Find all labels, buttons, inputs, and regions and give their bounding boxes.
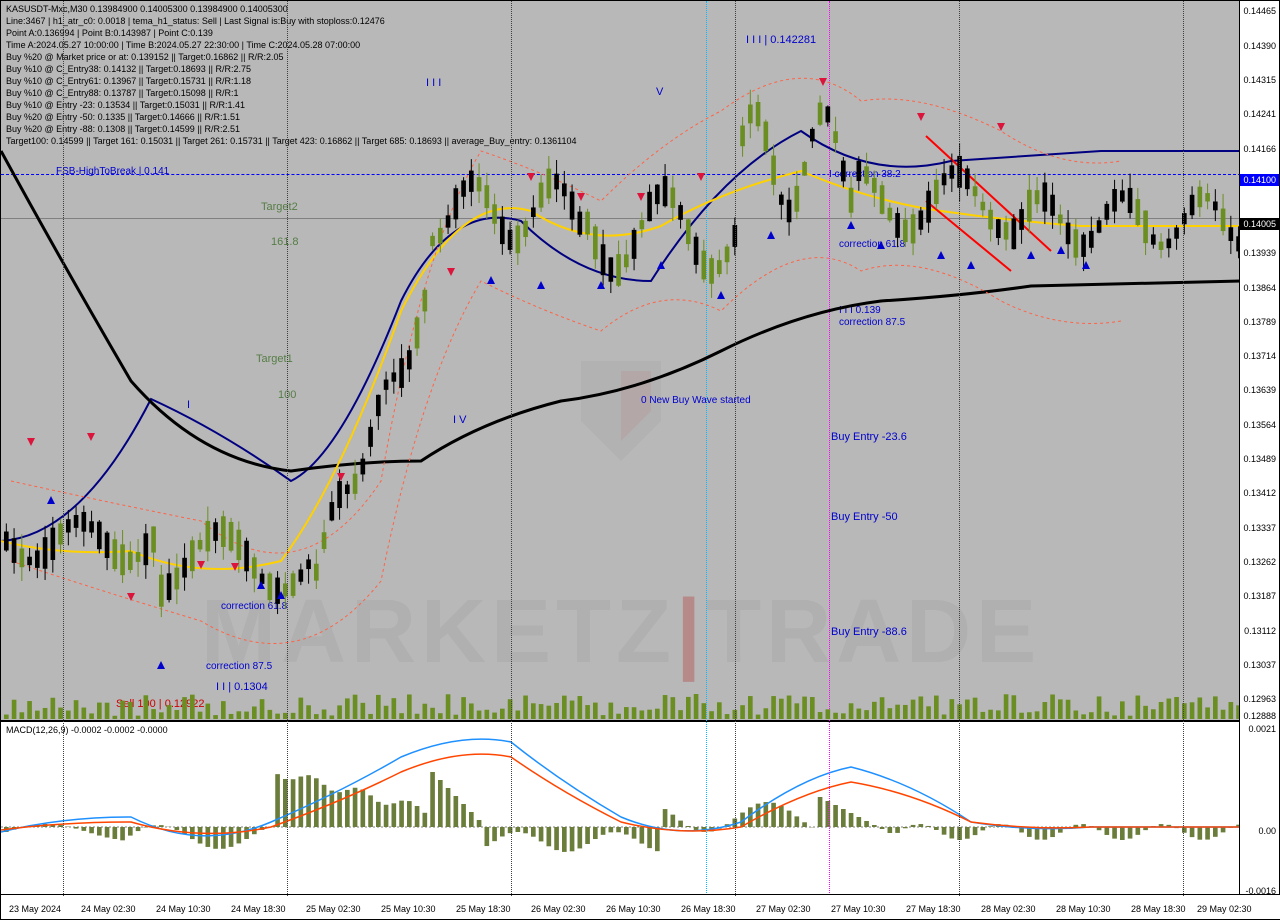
y-tick-label: 0.13714 [1243,351,1276,361]
y-tick-label: 0.13262 [1243,557,1276,567]
y-tick-label: 0.14005 [1240,218,1279,230]
x-tick-label: 24 May 02:30 [81,904,136,914]
y-macd-tick-label: 0.00 [1258,826,1276,836]
ma-navy-line [1,131,1241,541]
signal-line [1,754,1241,833]
x-tick-label: 28 May 18:30 [1131,904,1186,914]
y-axis-macd: 0.00210.00-0.0016 [1239,721,1279,896]
vline-macd-b [829,722,830,897]
x-tick-label: 27 May 10:30 [831,904,886,914]
price-chart-svg [1,1,1241,721]
x-tick-label: 25 May 18:30 [456,904,511,914]
macd-histogram [4,772,1241,852]
y-tick-label: 0.13939 [1243,248,1276,258]
y-tick-label: 0.13864 [1243,283,1276,293]
y-tick-label: 0.14166 [1243,144,1276,154]
x-tick-label: 25 May 10:30 [381,904,436,914]
trend-line-upper [926,136,1051,251]
y-tick-label: 0.13564 [1243,420,1276,430]
y-tick-label: 0.13187 [1243,591,1276,601]
y-macd-tick-label: 0.0021 [1248,724,1276,734]
macd-chart-area[interactable]: MACD(12,26,9) -0.0002 -0.0002 -0.0000 [1,721,1241,896]
day-sep-5 [959,1,960,896]
x-tick-label: 27 May 02:30 [756,904,811,914]
x-tick-label: 26 May 02:30 [531,904,586,914]
y-axis-price: 0.14465 0.14390 0.14315 0.14241 0.14166 0.141… [1239,1,1279,721]
y-tick-label: 0.13037 [1243,660,1276,670]
x-tick-label: 26 May 18:30 [681,904,736,914]
y-tick-label: 0.13489 [1243,454,1276,464]
y-tick-label: 0.13112 [1244,626,1276,636]
ma-yellow-line [1,171,1241,569]
x-tick-label: 24 May 18:30 [231,904,286,914]
x-tick-label: 28 May 02:30 [981,904,1036,914]
x-tick-label: 25 May 02:30 [306,904,361,914]
y-tick-label: 0.14390 [1243,41,1276,51]
y-tick-label: 0.12963 [1243,694,1276,704]
chart-container: MARKETZ|TRADE KASUSDT-Mxc,M30 0.13984900… [0,0,1280,920]
x-tick-label: 26 May 10:30 [606,904,661,914]
day-sep-3 [511,1,512,896]
day-sep-1 [63,1,64,896]
vline-macd-a [706,722,707,897]
x-tick-label: 24 May 10:30 [156,904,211,914]
x-tick-label: 29 May 02:30 [1197,904,1252,914]
signal-arrows [27,78,1090,669]
y-tick-label: 0.13639 [1243,385,1276,395]
volume-bars [4,694,1241,719]
main-chart-area[interactable]: MARKETZ|TRADE KASUSDT-Mxc,M30 0.13984900… [1,1,1241,721]
day-sep-6 [1183,1,1184,896]
day-sep-2 [287,1,288,896]
candlesticks [4,90,1241,617]
y-tick-label: 0.13789 [1243,317,1276,327]
x-tick-label: 28 May 10:30 [1056,904,1111,914]
y-tick-label: 0.13412 [1243,488,1276,498]
macd-svg [1,722,1241,897]
ma-black-line [1,151,1241,471]
y-tick-label: 0.14100 [1240,174,1279,186]
y-tick-label: 0.14465 [1243,6,1276,16]
y-tick-label: 0.14315 [1243,75,1276,85]
y-tick-label: 0.14241 [1243,109,1276,119]
day-sep-4 [735,1,736,896]
y-tick-label: 0.13337 [1243,523,1276,533]
x-tick-label: 23 May 2024 [9,904,61,914]
y-tick-label: 0.12888 [1243,711,1276,721]
x-axis-time: 23 May 2024 24 May 02:30 24 May 10:30 24 Ma… [1,894,1280,919]
x-tick-label: 27 May 18:30 [906,904,961,914]
channel-upper [11,78,1121,553]
